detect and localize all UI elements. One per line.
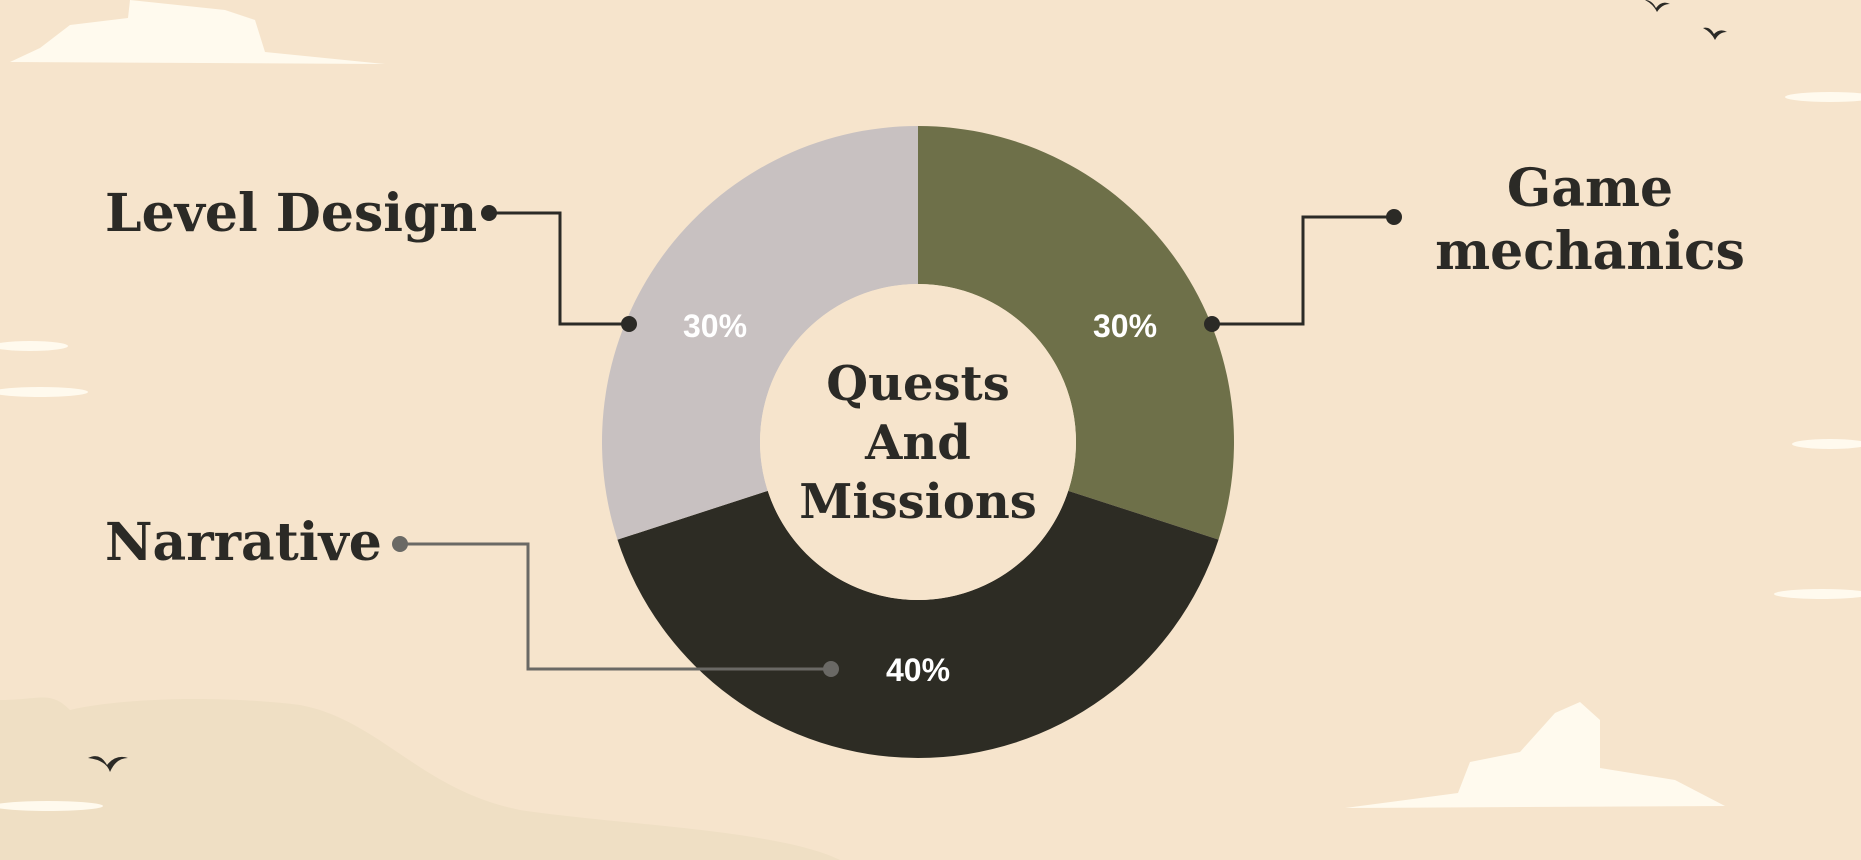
legend-label-narrative: Narrative bbox=[105, 512, 382, 573]
cloud-streak bbox=[1792, 439, 1861, 449]
bird-icon bbox=[1645, 0, 1670, 12]
data-label-game-mechanics: 30% bbox=[1093, 308, 1157, 344]
bird-icon bbox=[88, 756, 128, 772]
cloud-streak bbox=[0, 801, 103, 811]
cloud-top-left bbox=[10, 0, 385, 64]
bird-icon bbox=[1703, 27, 1727, 40]
data-label-narrative: 40% bbox=[886, 652, 950, 688]
cloud-streak bbox=[0, 387, 88, 397]
chart-title-line: Quests bbox=[826, 356, 1009, 412]
donut-slice-game-mechanics bbox=[918, 126, 1234, 540]
legend-label-game-mechanics: mechanics bbox=[1435, 221, 1745, 282]
sand-hill bbox=[0, 697, 840, 860]
chart-title: Quests And Missions bbox=[799, 356, 1037, 530]
chart-title-line: And bbox=[864, 415, 971, 471]
connector-level-design bbox=[481, 205, 637, 332]
donut-chart bbox=[602, 126, 1234, 758]
connector-game-mechanics bbox=[1204, 209, 1402, 332]
data-label-level-design: 30% bbox=[683, 308, 747, 344]
donut-hole bbox=[760, 284, 1076, 600]
donut-slice-level-design bbox=[602, 126, 918, 540]
chart-title-line: Missions bbox=[799, 474, 1037, 530]
cloud-bottom-right bbox=[1345, 702, 1725, 808]
legend-label-level-design: Level Design bbox=[105, 183, 477, 244]
cloud-streak bbox=[1785, 92, 1861, 102]
cloud-streak bbox=[0, 341, 68, 351]
cloud-streak bbox=[1774, 589, 1861, 599]
legend-label-game-mechanics: Game bbox=[1507, 158, 1673, 219]
donut-slice-narrative bbox=[617, 490, 1219, 758]
connector-narrative bbox=[392, 536, 839, 677]
